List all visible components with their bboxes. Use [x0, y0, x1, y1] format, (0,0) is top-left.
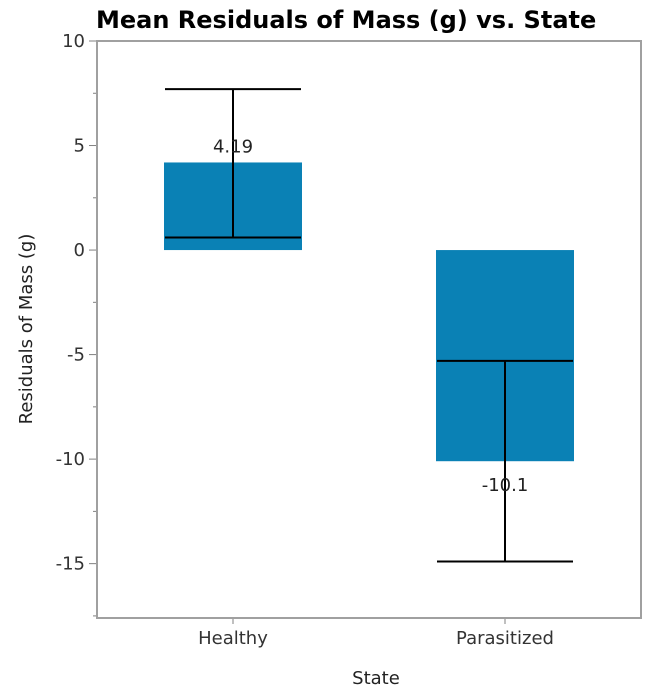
chart-title: Mean Residuals of Mass (g) vs. State — [96, 6, 596, 34]
x-axis-label: State — [352, 668, 400, 689]
y-tick-label: -15 — [56, 554, 85, 575]
bars — [164, 162, 574, 462]
x-tick-label: Healthy — [198, 628, 268, 649]
plot-frame — [96, 40, 642, 619]
y-tick-label: 5 — [74, 136, 85, 157]
x-tick-label: Parasitized — [456, 628, 554, 649]
data-labels: 4.19 -10.1 — [213, 136, 528, 496]
y-axis: 10 5 0 -5 -10 -15 — [56, 31, 97, 617]
y-tick-label: 10 — [62, 31, 85, 52]
y-tick-label: -5 — [67, 345, 85, 366]
data-label: 4.19 — [213, 136, 253, 157]
data-label: -10.1 — [482, 475, 529, 496]
y-axis-label: Residuals of Mass (g) — [16, 234, 37, 425]
y-tick-label: -10 — [56, 449, 85, 470]
x-axis: Healthy Parasitized — [198, 618, 554, 649]
y-tick-label: 0 — [74, 240, 85, 261]
error-bars — [165, 88, 573, 563]
